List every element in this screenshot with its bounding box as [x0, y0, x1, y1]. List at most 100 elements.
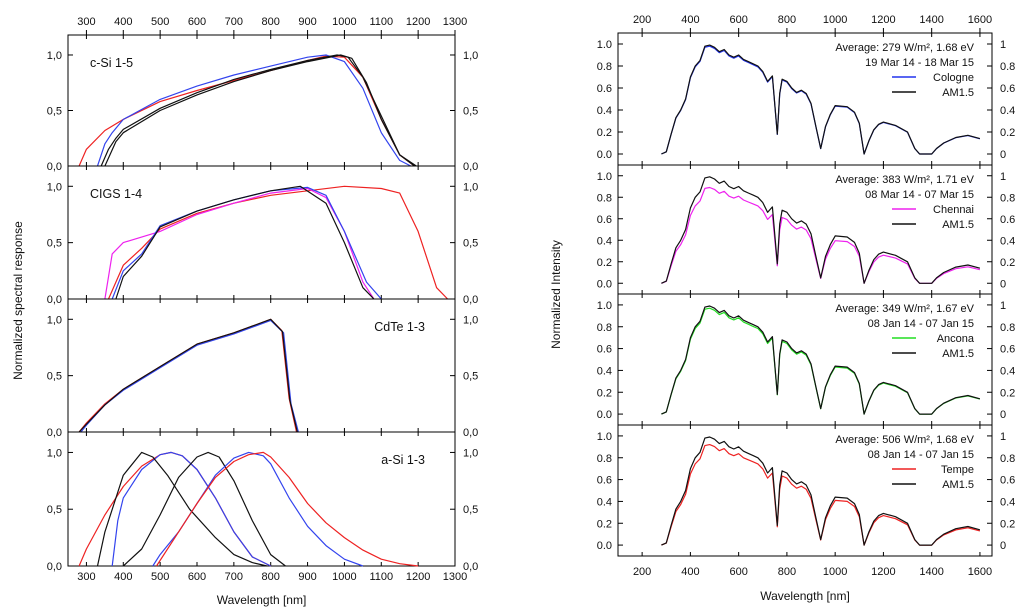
right-y-tick-label: 1,0 [463, 314, 478, 326]
right-y-tick-label: 0,0 [463, 561, 478, 573]
panel-label: a-Si 1-3 [381, 453, 425, 467]
right-y-tick-label: 0,0 [463, 294, 478, 306]
response-curve [115, 185, 375, 300]
response-curve [104, 54, 417, 167]
left-y-tick-label: 0.0 [597, 409, 612, 421]
bottom-x-tick-label: 700 [225, 571, 243, 583]
bottom-x-tick-label: 400 [114, 571, 132, 583]
left-y-tick-label: 0.6 [597, 214, 612, 226]
right-y-tick-label: 0.8 [1000, 61, 1015, 73]
left-y-tick-label: 1,0 [47, 447, 62, 459]
right-y-tick-label: 0 [1000, 278, 1006, 290]
top-x-tick-label: 700 [225, 16, 243, 28]
average-annotation: Average: 279 W/m², 1.68 eV [835, 42, 974, 54]
response-curve [78, 55, 415, 167]
left-y-tick-label: 0.6 [597, 344, 612, 356]
top-x-tick-label: 400 [114, 16, 132, 28]
response-curve [122, 451, 286, 567]
right-y-tick-label: 0.2 [1000, 257, 1015, 269]
bottom-x-tick-label: 1200 [871, 566, 895, 578]
right-y-tick-label: 0 [1000, 149, 1006, 161]
y-axis-title: Normalized Intensity [549, 240, 563, 349]
panel-frame [67, 165, 456, 300]
right-y-tick-label: 1,0 [463, 447, 478, 459]
legend-site-label: Tempe [941, 464, 974, 476]
bottom-x-tick-label: 1600 [968, 566, 992, 578]
panel-frame [617, 424, 993, 557]
bottom-x-tick-label: 600 [729, 566, 747, 578]
right-y-tick-label: 0.2 [1000, 387, 1015, 399]
top-x-tick-label: 1200 [871, 14, 895, 26]
legend-site-label: Chennai [933, 204, 974, 216]
left-y-tick-label: 0.4 [597, 105, 612, 117]
response-curve [78, 451, 271, 567]
left-y-tick-label: 0.6 [597, 83, 612, 95]
right-y-tick-label: 1,0 [463, 181, 478, 193]
left-y-tick-label: 0.0 [597, 278, 612, 290]
left-y-tick-label: 0.2 [597, 257, 612, 269]
left-y-tick-label: 1.0 [597, 300, 612, 312]
response-curve [78, 318, 298, 433]
left-y-tick-label: 1.0 [597, 171, 612, 183]
right-y-tick-label: 0.4 [1000, 496, 1015, 508]
panel-frame [67, 431, 456, 567]
left-y-tick-label: 0.8 [597, 192, 612, 204]
left-y-tick-label: 1,0 [47, 181, 62, 193]
left-y-tick-label: 1,0 [47, 314, 62, 326]
left-y-tick-label: 0.6 [597, 475, 612, 487]
panel-label: CIGS 1-4 [90, 187, 142, 201]
left-y-tick-label: 0.8 [597, 61, 612, 73]
response-curve [96, 54, 412, 167]
response-curve [100, 54, 415, 167]
bottom-x-tick-label: 900 [298, 571, 316, 583]
response-curve [152, 451, 364, 567]
top-x-tick-label: 400 [681, 14, 699, 26]
right-y-tick-label: 0.2 [1000, 127, 1015, 139]
left-y-tick-label: 0,5 [47, 238, 62, 250]
bottom-x-tick-label: 400 [681, 566, 699, 578]
right-y-tick-label: 0.6 [1000, 475, 1015, 487]
response-curve [111, 451, 271, 567]
right-y-tick-label: 0.4 [1000, 235, 1015, 247]
right-y-tick-label: 1 [1000, 39, 1006, 51]
right-y-tick-label: 0.8 [1000, 192, 1015, 204]
left-y-tick-label: 0.8 [597, 453, 612, 465]
right-y-tick-label: 0,5 [463, 238, 478, 250]
right-y-tick-label: 0,0 [463, 427, 478, 439]
top-x-tick-label: 900 [298, 16, 316, 28]
left-y-tick-label: 1.0 [597, 39, 612, 51]
date-range-annotation: 08 Jan 14 - 07 Jan 15 [868, 449, 974, 461]
left-y-tick-label: 0.4 [597, 235, 612, 247]
bottom-x-tick-label: 1200 [406, 571, 430, 583]
intensity-panel: 0.0 0 0.2 0.2 0.4 0.4 0.6 0.6 0.8 0.8 1.0 1 Average:… [597, 424, 1015, 557]
panel-frame [67, 298, 456, 433]
response-curve [96, 451, 268, 567]
bottom-x-tick-label: 1000 [823, 566, 847, 578]
date-range-annotation: 08 Jan 14 - 07 Jan 15 [868, 318, 974, 330]
right-y-tick-label: 0 [1000, 409, 1006, 421]
left-y-tick-label: 1.0 [597, 431, 612, 443]
right-y-tick-label: 0.6 [1000, 214, 1015, 226]
left-y-tick-label: 0.0 [597, 540, 612, 552]
left-y-tick-label: 0.8 [597, 322, 612, 334]
bottom-x-tick-label: 800 [778, 566, 796, 578]
average-annotation: Average: 383 W/m², 1.71 eV [835, 174, 974, 186]
left-y-tick-label: 0.2 [597, 518, 612, 530]
response-curve [80, 319, 299, 433]
response-panel: 0,0 0,0 0,5 0,5 1,0 1,0 CIGS 1-4 [47, 165, 478, 306]
top-x-tick-label: 200 [633, 14, 651, 26]
am15-spectrum [661, 44, 981, 155]
legend-reference-label: AM1.5 [942, 479, 974, 491]
response-curve [78, 318, 298, 433]
top-x-tick-label: 300 [77, 16, 95, 28]
left-y-tick-label: 0.4 [597, 496, 612, 508]
bottom-x-tick-label: 1300 [443, 571, 467, 583]
panel-frame [67, 34, 456, 167]
top-x-tick-label: 1000 [823, 14, 847, 26]
response-curve [107, 185, 449, 300]
left-y-tick-label: 0,5 [47, 105, 62, 117]
bottom-x-tick-label: 500 [151, 571, 169, 583]
top-x-tick-label: 800 [778, 14, 796, 26]
date-range-annotation: 08 Mar 14 - 07 Mar 15 [865, 189, 974, 201]
